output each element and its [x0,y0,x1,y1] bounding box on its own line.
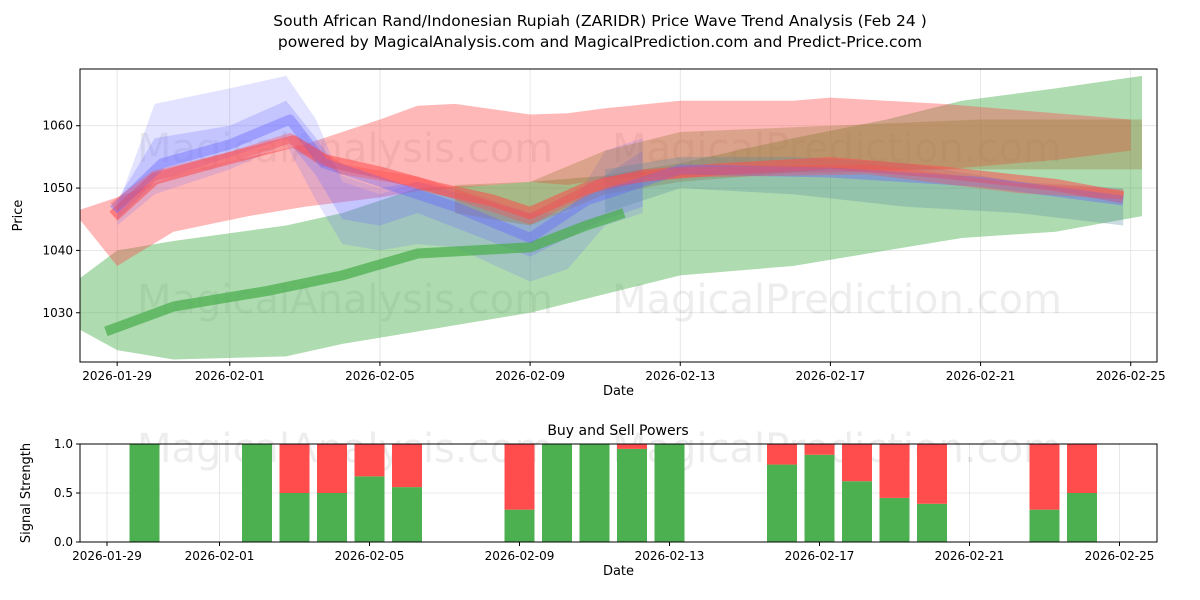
plot-area [80,75,1142,360]
x-axis-label: Date [603,384,634,399]
sell-bar [767,444,797,465]
price-chart: 2026-01-29 2026-02-01 2026-02-05 2026-02-09… [11,68,1166,399]
y-tick-label: 1040 [42,243,73,257]
buy-bar [279,493,310,542]
x-axis-label: Date [603,564,634,579]
sell-bar [1067,444,1097,493]
buy-bar [317,493,347,542]
olive-band [455,119,1142,226]
x-tick-label: 2026-02-21 [935,549,1005,563]
buy-bar [129,444,160,542]
sell-bar [842,444,872,482]
plot-area [129,444,1097,542]
x-tick-label: 2026-02-05 [345,369,415,383]
sell-bar [279,444,310,493]
y-tick-label: 1030 [42,306,73,320]
sell-bar [804,444,835,455]
watermark: MagicalPrediction.com [612,277,1062,323]
buy-bar [354,476,385,542]
x-tick-label: 2026-02-09 [485,549,555,563]
axes-frame [79,443,1158,543]
buy-bar [579,444,610,542]
buy-bar [879,497,910,542]
sell-bar [617,444,647,449]
buy-bar [767,464,797,542]
chart-subtitle: powered by MagicalAnalysis.com and Magic… [278,33,922,51]
sell-bar [917,444,947,504]
x-tick-label: 2026-01-29 [72,549,142,563]
y-axis-label: Signal Strength [19,443,34,543]
buy-bar [1029,509,1060,542]
signal-chart-title: Buy and Sell Powers [547,423,688,439]
blue-band-outer [117,75,643,282]
y-axis-label: Price [11,200,26,232]
blue-trend [109,114,1124,243]
buy-bar [1067,493,1097,542]
x-tick-label: 2026-02-25 [1085,549,1155,563]
x-tick-label: 2026-02-21 [946,369,1016,383]
sell-bar [392,444,422,488]
signal-chart: 2026-01-29 2026-02-01 2026-02-05 2026-02-09… [19,423,1158,579]
y-tick-label: 1.0 [54,437,73,451]
buy-bar [917,503,947,542]
blue-band-inner [117,100,643,257]
watermark: MagicalPrediction.com [612,426,1062,472]
x-tick-label: 2026-02-13 [645,369,715,383]
red-band [80,97,1131,266]
x-tick-label: 2026-02-05 [335,549,405,563]
y-tick-label: 1060 [42,119,73,133]
buy-bar [392,487,422,542]
sell-bar [879,444,910,498]
x-tick-label: 2026-02-17 [796,369,866,383]
purple-trend [110,133,1124,225]
sell-bar [354,444,385,477]
buy-bar [804,454,835,542]
y-tick-label: 0.0 [54,535,73,549]
axes-frame [79,68,1158,363]
buy-bar [542,444,572,542]
buy-bar [617,448,647,542]
x-tick-label: 2026-02-17 [785,549,855,563]
red-trend [109,135,1125,221]
sell-bar [504,444,535,510]
sell-bar [317,444,347,493]
x-tick-label: 2026-02-13 [635,549,705,563]
y-tick-label: 1050 [42,181,73,195]
green-trend [104,208,626,337]
buy-bar [504,509,535,542]
x-tick-label: 2026-01-29 [82,369,152,383]
x-tick-label: 2026-02-01 [185,549,255,563]
buy-bar [242,444,272,542]
sell-bar [1029,444,1060,510]
chart-title: South African Rand/Indonesian Rupiah (ZA… [273,12,927,30]
buy-bar [842,481,872,542]
x-tick-label: 2026-02-01 [195,369,265,383]
x-tick-label: 2026-02-09 [495,369,565,383]
y-tick-label: 0.5 [54,486,73,500]
grid [80,69,1157,362]
x-tick-label: 2026-02-25 [1096,369,1166,383]
buy-bar [654,444,685,542]
